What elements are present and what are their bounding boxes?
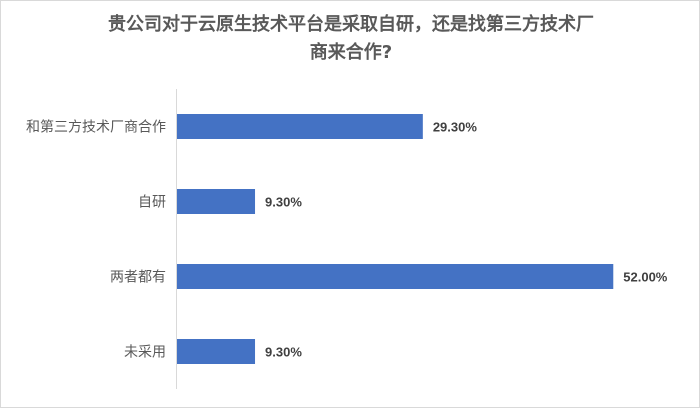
bar: [177, 114, 423, 139]
category-label: 和第三方技术厂商合作: [26, 119, 166, 136]
data-label: 9.30%: [265, 195, 302, 210]
chart-title-line-1: 贵公司对于云原生技术平台是采取自研，还是找第三方技术厂: [108, 14, 594, 35]
bar: [177, 339, 256, 364]
category-label: 未采用: [124, 345, 166, 361]
bar: [177, 189, 256, 214]
chart-title: 贵公司对于云原生技术平台是采取自研，还是找第三方技术厂 商来合作?: [1, 11, 700, 67]
chart-title-line-2: 商来合作?: [309, 42, 393, 63]
data-label: 29.30%: [433, 120, 478, 135]
data-label: 52.00%: [623, 270, 668, 285]
category-label: 两者都有: [110, 270, 166, 286]
data-label: 9.30%: [265, 345, 302, 360]
bar: [177, 264, 614, 289]
category-label: 自研: [138, 195, 166, 211]
